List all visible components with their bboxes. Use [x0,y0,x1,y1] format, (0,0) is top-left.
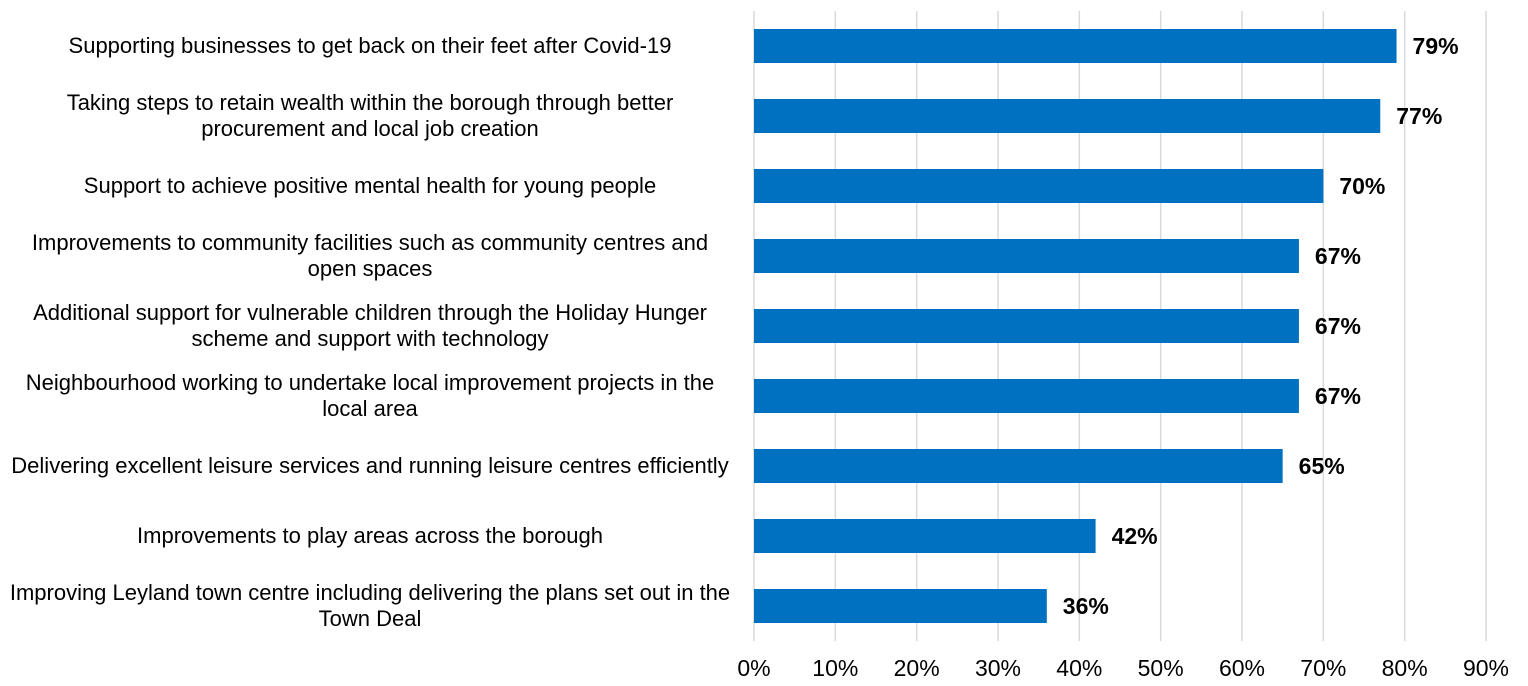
value-label: 67% [1315,243,1361,269]
bar [754,239,1299,273]
value-label: 42% [1112,523,1158,549]
y-tick-label: Improvements to community facilities suc… [31,230,709,281]
x-tick-label: 40% [1056,655,1102,681]
bar [754,449,1283,483]
x-tick-label: 0% [737,655,770,681]
x-tick-label: 80% [1382,655,1428,681]
bar [754,589,1047,623]
y-tick-label: Support to achieve positive mental healt… [83,173,657,198]
value-label: 67% [1315,313,1361,339]
y-tick-label: Improvements to play areas across the bo… [137,523,603,548]
y-tick-label: Taking steps to retain wealth within the… [66,90,674,141]
x-tick-label: 60% [1219,655,1265,681]
x-tick-label: 20% [894,655,940,681]
x-tick-label: 50% [1138,655,1184,681]
x-tick-label: 70% [1300,655,1346,681]
value-label: 67% [1315,383,1361,409]
y-tick-label: Supporting businesses to get back on the… [68,33,672,58]
x-tick-label: 30% [975,655,1021,681]
bar [754,169,1324,203]
bar [754,519,1096,553]
bar [754,379,1299,413]
y-tick-label: Improving Leyland town centre including … [9,580,731,631]
value-label: 79% [1413,33,1459,59]
value-label: 77% [1396,103,1442,129]
bar [754,29,1397,63]
bar [754,309,1299,343]
bar [754,99,1381,133]
y-tick-label: Neighbourhood working to undertake local… [25,370,715,421]
y-tick-label: Additional support for vulnerable childr… [33,300,707,351]
x-tick-label: 10% [812,655,858,681]
value-label: 70% [1339,173,1385,199]
value-label: 36% [1063,593,1109,619]
y-tick-label: Delivering excellent leisure services an… [11,453,729,478]
x-tick-label: 90% [1463,655,1509,681]
value-label: 65% [1299,453,1345,479]
